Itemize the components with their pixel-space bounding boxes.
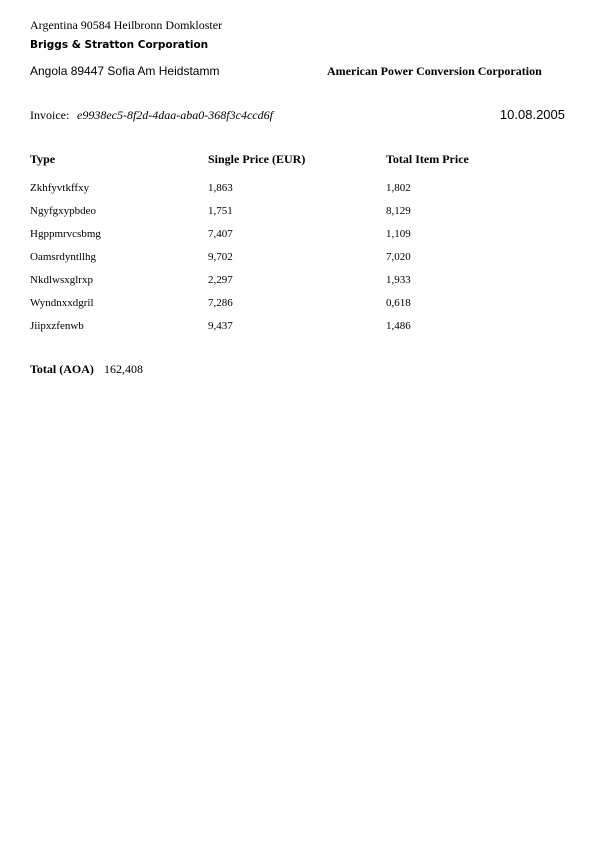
column-header-single-price: Single Price (EUR) [208,152,306,166]
item-type: Hgppmrvcsbmg [30,228,101,240]
total-label: Total (AOA) [30,362,94,376]
item-total-price: 1,802 [386,182,411,194]
table-row: Wyndnxxdgril 7,286 0,618 [0,297,595,320]
item-type: Ngyfgxypbdeo [30,205,96,217]
column-header-type: Type [30,152,56,166]
item-type: Jiipxzfenwb [30,320,84,332]
item-type: Oamsrdyntllhg [30,251,96,263]
item-type: Wyndnxxdgril [30,297,94,309]
item-single-price: 9,702 [208,251,233,263]
invoice-label: Invoice: [30,108,70,122]
recipient-name: American Power Conversion Corporation [327,64,542,78]
item-type: Zkhfyvtkffxy [30,182,90,194]
item-single-price: 7,286 [208,297,233,309]
invoice-id: e9938ec5-8f2d-4daa-aba0-368f3c4ccd6f [77,108,273,122]
item-single-price: 9,437 [208,320,233,332]
table-row: Jiipxzfenwb 9,437 1,486 [0,320,595,343]
item-type: Nkdlwsxglrxp [30,274,93,286]
item-single-price: 2,297 [208,274,233,286]
table-body: Zkhfyvtkffxy 1,863 1,802 Ngyfgxypbdeo 1,… [0,182,595,343]
total-value: 162,408 [104,362,143,376]
item-total-price: 0,618 [386,297,411,309]
recipient-address: Angola 89447 Sofia Am Heidstamm [30,64,220,78]
table-row: Oamsrdyntllhg 9,702 7,020 [0,251,595,274]
sender-name: Briggs & Stratton Corporation [30,39,209,51]
table-row: Zkhfyvtkffxy 1,863 1,802 [0,182,595,205]
item-total-price: 1,109 [386,228,411,240]
item-single-price: 7,407 [208,228,233,240]
item-total-price: 1,486 [386,320,411,332]
sender-address: Argentina 90584 Heilbronn Domkloster [30,18,223,32]
item-single-price: 1,863 [208,182,233,194]
item-single-price: 1,751 [208,205,233,217]
table-row: Nkdlwsxglrxp 2,297 1,933 [0,274,595,297]
table-row: Hgppmrvcsbmg 7,407 1,109 [0,228,595,251]
table-row: Ngyfgxypbdeo 1,751 8,129 [0,205,595,228]
item-total-price: 8,129 [386,205,411,217]
item-total-price: 1,933 [386,274,411,286]
column-header-total-item-price: Total Item Price [386,152,469,166]
item-total-price: 7,020 [386,251,411,263]
invoice-date: 10.08.2005 [499,107,565,122]
